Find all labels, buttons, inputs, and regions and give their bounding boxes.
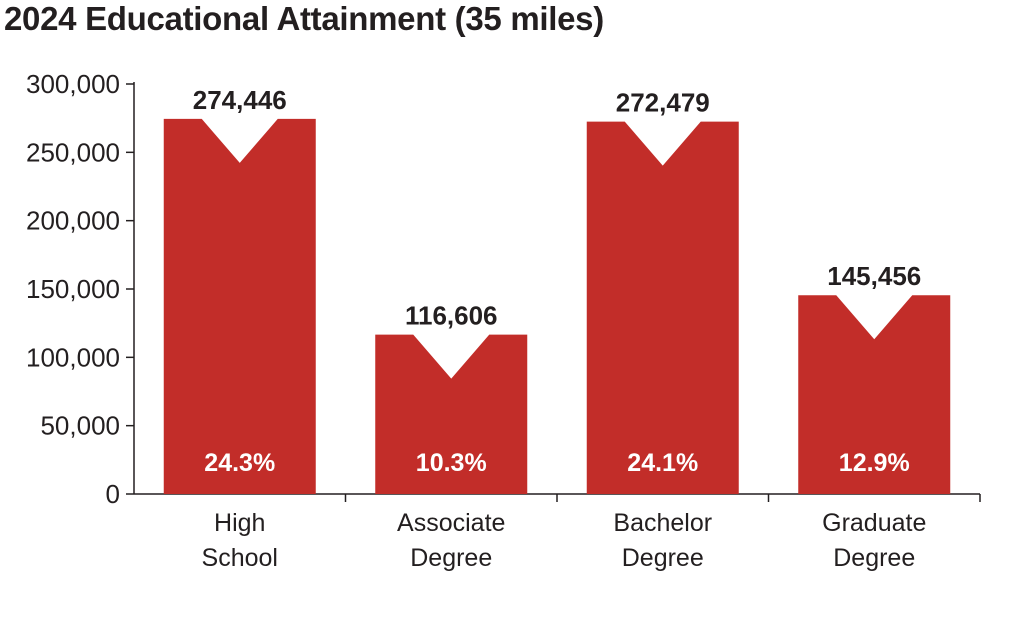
y-tick-label: 50,000 [40,411,120,441]
bar-group: 272,479 24.1% [586,88,739,494]
x-category-label: Associate Degree [397,509,505,572]
bar-group: 274,446 24.3% [163,85,316,494]
x-category-label: Graduate Degree [822,509,926,572]
bar-percent-label: 24.1% [627,449,698,477]
x-category-line: Graduate [822,509,926,537]
x-category-line: School [202,544,278,572]
bar-percent-label: 24.3% [204,449,275,477]
bar [586,121,739,494]
y-tick-label: 150,000 [26,274,120,304]
bar-group: 116,606 10.3% [375,301,528,494]
x-category-label: Bachelor Degree [613,509,712,572]
x-category-label: High School [202,509,278,572]
x-category-line: Associate [397,509,505,537]
y-tick-label: 250,000 [26,137,120,167]
chart-title: 2024 Educational Attainment (35 miles) [4,0,604,37]
y-tick-label: 100,000 [26,342,120,372]
bar-value-label: 272,479 [616,88,710,118]
x-category-line: Degree [410,544,492,572]
y-tick-label: 0 [106,479,120,509]
x-category-line: Bachelor [613,509,712,537]
y-axis: 0 50,000 100,000 150,000 200,000 250,000 300,0… [26,69,135,509]
bar-value-label: 116,606 [405,301,498,331]
bar-value-label: 274,446 [193,85,287,115]
x-category-line: Degree [622,544,704,572]
bar-percent-label: 10.3% [416,449,487,477]
y-tick-label: 300,000 [26,69,120,99]
bar [163,118,316,494]
x-category-line: High [214,509,265,537]
y-tick-label: 200,000 [26,206,120,236]
bar [798,295,951,494]
bar [375,334,528,494]
x-category-line: Degree [833,544,915,572]
bar-value-label: 145,456 [827,261,921,291]
bar-group: 145,456 12.9% [798,261,951,494]
bar-percent-label: 12.9% [839,449,910,477]
bars: 274,446 24.3% 116,606 10.3% 272,479 24.1% 145,… [163,85,951,494]
